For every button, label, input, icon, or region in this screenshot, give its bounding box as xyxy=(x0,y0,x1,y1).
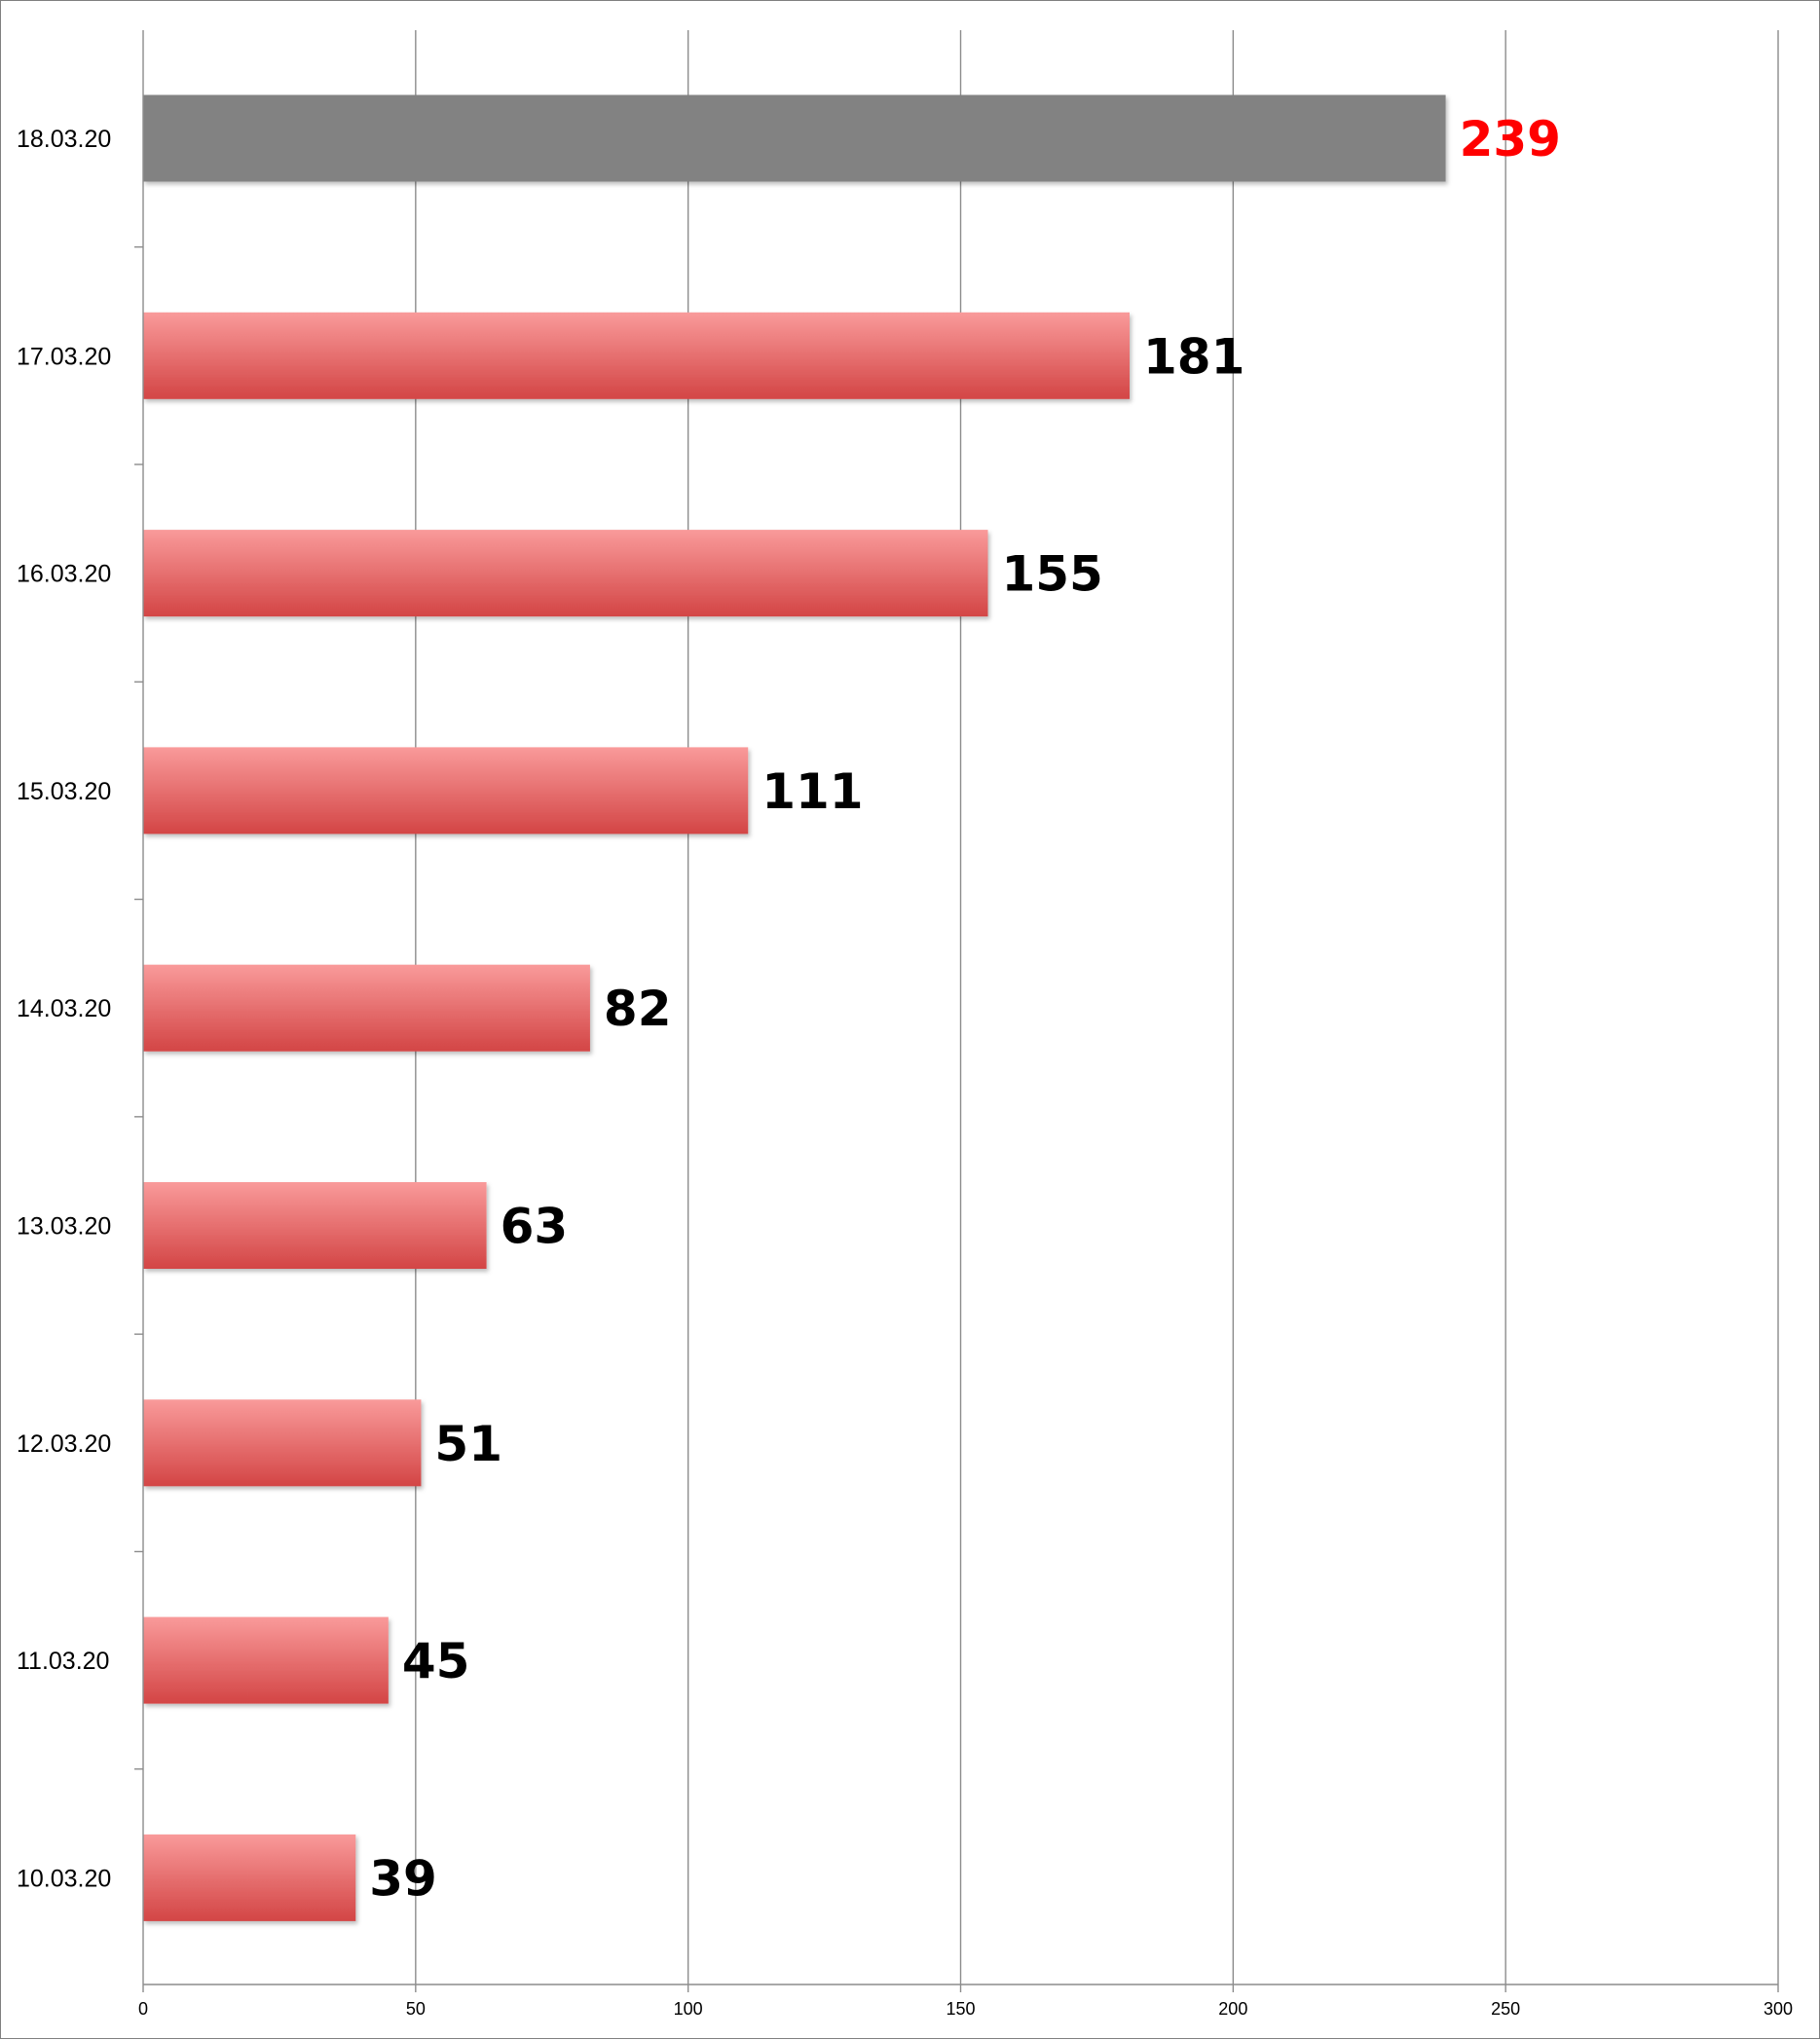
data-label-10.03.20: 39 xyxy=(369,1850,437,1907)
y-tick-label-12.03.20: 12.03.20 xyxy=(17,1430,111,1458)
data-label-15.03.20: 111 xyxy=(761,763,863,820)
data-label-11.03.20: 45 xyxy=(402,1633,470,1689)
bar-16.03.20 xyxy=(143,530,988,617)
bar-10.03.20 xyxy=(143,1834,356,1921)
y-tick-label-13.03.20: 13.03.20 xyxy=(17,1213,111,1241)
y-tick-label-11.03.20: 11.03.20 xyxy=(17,1648,109,1675)
data-label-16.03.20: 155 xyxy=(1001,546,1102,603)
bar-18.03.20 xyxy=(143,94,1446,182)
y-tick-label-15.03.20: 15.03.20 xyxy=(17,778,111,805)
data-label-13.03.20: 63 xyxy=(501,1199,569,1255)
bar-13.03.20 xyxy=(143,1182,487,1269)
y-tick-label-18.03.20: 18.03.20 xyxy=(17,126,111,153)
x-tick-label-100: 100 xyxy=(674,1999,703,2019)
x-tick-label-300: 300 xyxy=(1764,1999,1793,2019)
bar-11.03.20 xyxy=(143,1616,389,1704)
data-label-17.03.20: 181 xyxy=(1143,328,1244,385)
y-tick-label-16.03.20: 16.03.20 xyxy=(17,561,111,588)
y-tick-label-10.03.20: 10.03.20 xyxy=(17,1865,111,1892)
y-tick-label-17.03.20: 17.03.20 xyxy=(17,343,111,370)
x-tick-label-150: 150 xyxy=(946,1999,975,2019)
x-tick-label-0: 0 xyxy=(138,1999,148,2019)
axis-layer xyxy=(134,30,1779,1992)
labels-layer: 0 50 100 150 200 250 300 18.03.20 239 17.03.20 181… xyxy=(17,111,1793,2019)
x-tick-label-50: 50 xyxy=(406,1999,426,2019)
data-label-12.03.20: 51 xyxy=(434,1416,502,1472)
bars-layer xyxy=(143,94,1446,1921)
x-tick-label-250: 250 xyxy=(1491,1999,1520,2019)
bar-14.03.20 xyxy=(143,964,590,1052)
data-label-14.03.20: 82 xyxy=(604,981,672,1037)
bar-12.03.20 xyxy=(143,1399,422,1487)
y-tick-label-14.03.20: 14.03.20 xyxy=(17,995,111,1022)
bar-15.03.20 xyxy=(143,747,749,835)
data-label-18.03.20: 239 xyxy=(1460,111,1561,167)
x-tick-label-200: 200 xyxy=(1218,1999,1247,2019)
bar-17.03.20 xyxy=(143,312,1130,399)
